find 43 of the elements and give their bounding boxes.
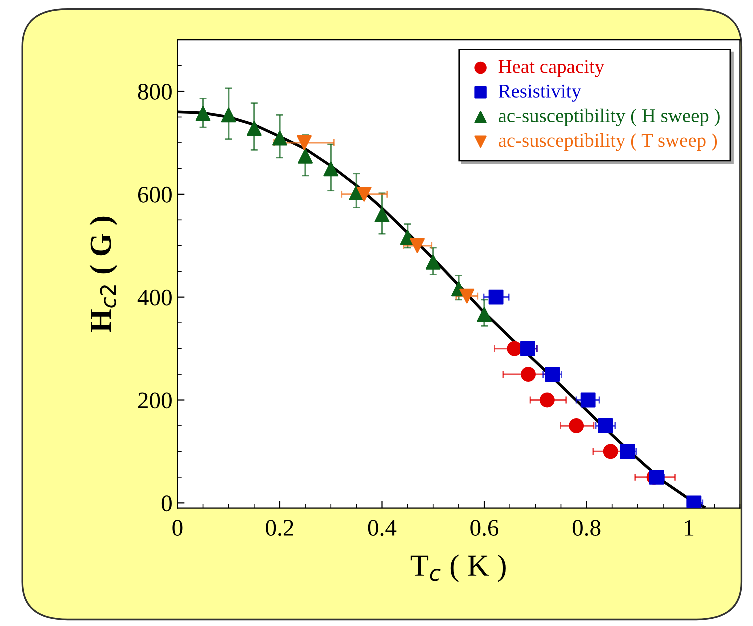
point (246, 121, 262, 136)
point (426, 254, 441, 270)
point (580, 392, 596, 408)
point (569, 418, 584, 434)
y-tick-label: 200 (138, 392, 172, 409)
point (545, 367, 560, 382)
point (488, 290, 504, 305)
point (410, 238, 425, 254)
x-tick-label: 0.4 (368, 520, 397, 536)
y-tick-label: 800 (138, 84, 172, 100)
x-axis-title: T$_{c}$ ( K ) (410, 554, 506, 582)
point (598, 418, 614, 434)
point (649, 470, 664, 485)
point (221, 108, 236, 123)
point (196, 106, 211, 122)
point (374, 208, 390, 222)
y-tick-label: 600 (138, 186, 172, 203)
point (686, 496, 702, 508)
x-tick-label: 1 (685, 520, 694, 536)
point (324, 162, 339, 177)
x-tick-label: 0.6 (470, 520, 499, 536)
legend-label: ac-susceptibility ( T sweep ) (498, 133, 718, 152)
legend-label: Resistivity (498, 84, 582, 102)
point (540, 392, 555, 408)
y-tick-label: 0 (162, 496, 172, 512)
x-tick-label: 0 (172, 520, 183, 536)
point (272, 130, 288, 146)
point (603, 444, 618, 460)
point (356, 186, 372, 202)
legend-label: ac-susceptibility ( H sweep ) (498, 108, 720, 127)
point (620, 444, 636, 460)
point (460, 288, 475, 304)
y-axis-title: H$_{c2}$ ( G ) (90, 216, 118, 332)
point (507, 341, 522, 356)
x-tick-label: 0.8 (572, 520, 601, 536)
x-tick-label: 0.2 (266, 520, 294, 536)
point (521, 367, 536, 382)
point (297, 136, 312, 150)
point (298, 148, 314, 164)
point (477, 307, 492, 322)
y-tick-label: 400 (138, 290, 172, 306)
point (520, 341, 536, 356)
legend-label: Heat capacity (498, 60, 605, 78)
